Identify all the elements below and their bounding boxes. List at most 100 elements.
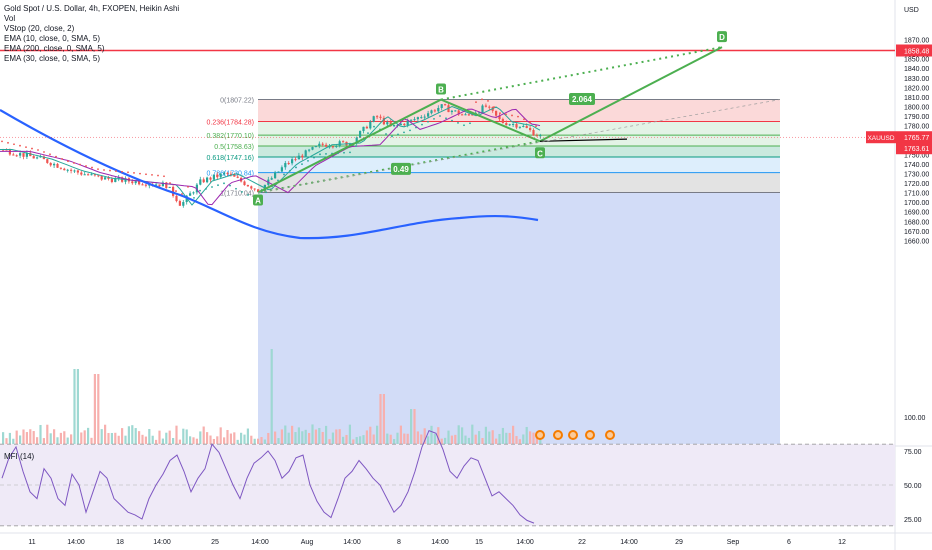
volume-bar [257,438,260,444]
candle [529,127,532,131]
indicator-vstop[interactable]: VStop (20, close, 2) [4,24,75,33]
volume-bar [192,437,195,444]
candle [277,171,280,173]
volume-bar [66,437,69,444]
volume-bar [345,434,348,444]
vstop-dot [277,179,279,182]
volume-bar [280,429,283,444]
volume-bar [15,430,18,444]
vstop-dot [403,131,405,134]
candle [328,146,331,148]
fib-zone-0 [258,99,780,122]
vstop-dot [145,173,147,176]
volume-bar [80,432,83,444]
fib-zone-0.786 [258,172,780,193]
vstop-dot [169,182,171,184]
vstop-dot [355,145,357,147]
volume-bar [325,425,328,444]
vstop-dot [445,117,447,120]
volume-bar [355,437,358,444]
symbol-title[interactable]: Gold Spot / U.S. Dollar, 4h, FXOPEN, Hei… [4,4,180,13]
indicator-ema-200[interactable]: EMA (200, close, 0, SMA, 5) [4,44,105,53]
vstop-dot [391,135,393,138]
vstop-dot [73,162,75,164]
symbol-badge-label: XAUUSD [867,135,894,142]
price-tick-label: 1800.00 [904,104,929,111]
volume-bar [148,429,151,444]
fib-zone-1 [258,192,780,444]
candle [70,169,73,171]
last-price-badge [896,131,932,144]
fib-zone-0.236 [258,121,780,136]
candle [236,176,239,178]
vstop-dot [397,133,399,136]
volume-bar [229,433,232,444]
candle [192,192,195,194]
candle [427,113,430,117]
candle [498,115,501,120]
mfi-pane-label[interactable]: MFI (14) [4,452,35,461]
volume-bar [481,438,484,444]
candle [165,182,168,188]
candle [223,172,226,174]
ema-200-line [0,109,539,240]
indicator-vol[interactable]: Vol [4,14,16,23]
time-tick-label: 15 [475,539,483,546]
vstop-dot [529,121,531,124]
volume-bar [63,431,66,444]
point-badge-d [717,31,727,43]
vstop-dot [427,120,429,123]
volume-bar [359,436,362,444]
volume-bar [382,394,385,444]
candle [216,174,219,178]
candle [379,116,382,118]
vstop-dot [505,113,507,116]
volume-bar [464,435,467,444]
candle [36,157,39,159]
indicator-ema-30[interactable]: EMA (30, close, 0, SMA, 5) [4,54,101,63]
candle [393,125,396,127]
candle [63,168,66,171]
volume-bar [410,409,413,444]
candle [515,123,518,128]
indicator-ema-10[interactable]: EMA (10, close, 0, SMA, 5) [4,34,101,43]
volume-bar [447,430,450,444]
volume-bar [484,426,487,444]
fib-label-1: 1(1710.04) [220,191,254,198]
candle [433,110,436,112]
vstop-dot [103,169,105,171]
volume-bar [501,427,504,444]
volume-bar [352,439,355,444]
candle [195,184,198,193]
candle [212,174,215,180]
volume-bar [342,436,345,444]
volume-bar [274,431,277,444]
candle [403,123,406,126]
point-badge-a [253,194,263,206]
price-tick-label: 1840.00 [904,66,929,73]
economic-event-icon-inner [587,432,593,438]
volume-bar [393,439,396,444]
volume-bar [423,428,426,444]
fib-zone-0.382 [258,135,780,147]
candle [522,125,525,127]
candle [423,116,426,118]
trend-line-dashed [257,99,781,193]
volume-bar [25,432,28,444]
candle [250,186,253,189]
volume-bar [97,374,100,444]
time-tick-label: 14:00 [516,539,534,546]
candle [209,177,212,180]
candle [461,114,464,116]
vstop-dot [367,132,369,135]
candle [495,110,498,116]
volume-bar [314,429,317,444]
volume-bar [529,431,532,444]
price-tick-label: 1790.00 [904,114,929,121]
candle [22,153,25,157]
vstop-dot [151,174,153,176]
volume-bar [83,430,86,444]
candle [5,149,8,151]
vstop-dot [49,153,51,156]
